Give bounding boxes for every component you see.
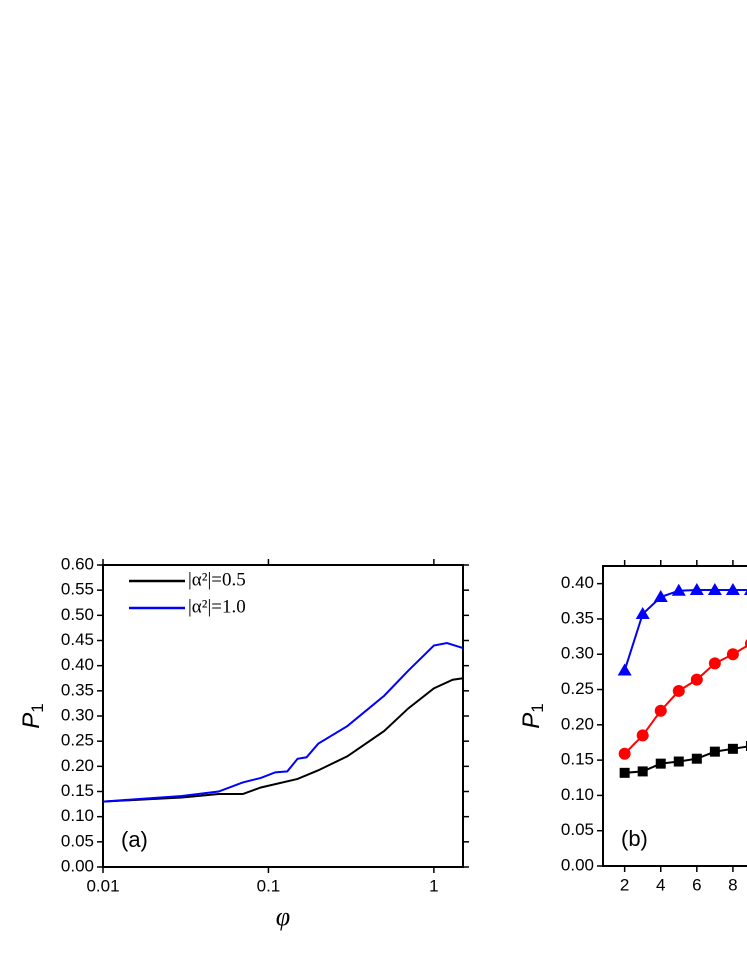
- y-tick-label: 0.55: [61, 580, 94, 599]
- x-tick-label: 4: [656, 875, 665, 894]
- marker: [691, 753, 702, 764]
- panel: 0.00 0.05 0.10 0.15 0.20 0.25 0.30 0.35 0.40 0.45…: [18, 554, 469, 931]
- marker: [725, 583, 740, 595]
- x-tick-label: 0.1: [257, 876, 281, 895]
- plot-frame: [602, 565, 747, 867]
- marker: [619, 767, 630, 778]
- marker: [617, 663, 632, 676]
- marker: [636, 729, 649, 742]
- marker: [689, 583, 704, 595]
- y-tick-label: 0.20: [61, 756, 94, 775]
- y-tick-label: 0.45: [61, 630, 94, 649]
- marker: [654, 704, 667, 717]
- x-axis-label: φ: [276, 902, 290, 931]
- marker: [673, 756, 684, 767]
- series-line: [102, 677, 464, 803]
- y-label-text: P: [18, 713, 45, 729]
- marker: [690, 673, 703, 686]
- y-tick-label: 0.35: [561, 608, 594, 627]
- marker: [618, 747, 631, 760]
- y-axis-label: P1: [518, 703, 547, 728]
- legend-label: |α²|=0.5: [188, 569, 246, 590]
- y-tick-label: 0.20: [561, 714, 594, 733]
- marker: [655, 758, 666, 769]
- marker: [744, 639, 747, 649]
- y-label-subscript: 1: [528, 703, 547, 712]
- marker: [743, 589, 747, 595]
- marker: [635, 607, 650, 619]
- plot-frame: [102, 564, 464, 868]
- y-tick-label: 0.25: [561, 679, 594, 698]
- panel-label: (b): [621, 826, 648, 851]
- y-tick-label: 0.35: [61, 680, 94, 699]
- y-tick-label: 0.30: [561, 644, 594, 663]
- y-tick-label: 0.15: [561, 750, 594, 769]
- marker: [727, 743, 738, 754]
- marker: [707, 583, 722, 595]
- y-tick-label: 0.00: [61, 856, 94, 875]
- y-tick-label: 0.30: [61, 705, 94, 724]
- x-tick-label: 8: [728, 875, 737, 894]
- marker: [671, 583, 686, 596]
- y-label-text: P: [518, 713, 545, 729]
- y-tick-label: 0.10: [61, 806, 94, 825]
- y-tick-label: 0.00: [561, 855, 594, 874]
- y-tick-label: 0.50: [61, 605, 94, 624]
- y-tick-label: 0.05: [561, 820, 594, 839]
- marker: [637, 766, 648, 777]
- y-label-subscript: 1: [28, 703, 47, 712]
- panel-label: (a): [121, 827, 148, 852]
- y-tick-label: 0.15: [61, 781, 94, 800]
- y-axis-label: P1: [18, 703, 47, 728]
- y-tick-label: 0.05: [61, 831, 94, 850]
- y-tick-label: 0.40: [61, 655, 94, 674]
- marker: [745, 741, 747, 751]
- x-tick-label: 6: [692, 875, 701, 894]
- y-tick-label: 0.40: [561, 573, 594, 592]
- series-line: [102, 641, 464, 803]
- x-tick-label: 1: [429, 876, 438, 895]
- marker: [726, 648, 739, 661]
- y-tick-label: 0.10: [561, 785, 594, 804]
- marker: [708, 657, 721, 670]
- plot-area: [617, 583, 747, 778]
- marker: [709, 746, 720, 757]
- marker: [653, 590, 668, 603]
- x-tick-label: 0.01: [86, 876, 119, 895]
- plot-area: [102, 641, 464, 803]
- y-tick-label: 0.60: [61, 554, 94, 573]
- marker: [672, 684, 685, 697]
- panel: 0.00 0.05 0.10 0.15 0.20 0.25 0.30 0.35 0.40 2 4 6 8…: [518, 560, 747, 894]
- x-tick-label: 2: [620, 875, 629, 894]
- y-tick-label: 0.25: [61, 731, 94, 750]
- legend-label: |α²|=1.0: [188, 596, 246, 617]
